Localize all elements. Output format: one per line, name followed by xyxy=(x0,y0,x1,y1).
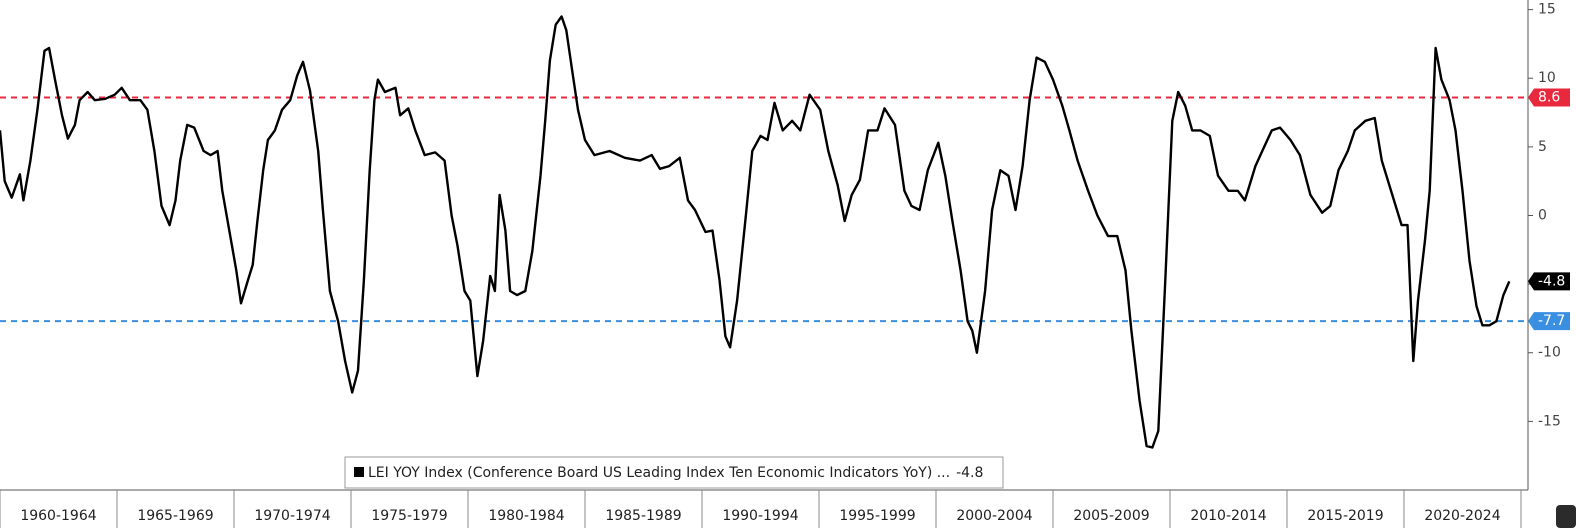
x-tick-label: 1990-1994 xyxy=(722,508,798,524)
last-value-label: -4.8 xyxy=(1538,273,1565,289)
y-tick-label: 10 xyxy=(1538,70,1556,86)
x-tick-label: 1970-1974 xyxy=(254,508,330,524)
legend-label: LEI YOY Index (Conference Board US Leadi… xyxy=(368,465,983,481)
y-tick-label: -15 xyxy=(1538,413,1561,429)
value-badge-label: 8.6 xyxy=(1538,89,1560,105)
legend-name: LEI YOY Index (Conference Board US Leadi… xyxy=(368,465,950,481)
x-tick-label: 1980-1984 xyxy=(488,508,564,524)
legend: LEI YOY Index (Conference Board US Leadi… xyxy=(344,456,1004,489)
legend-box xyxy=(344,456,1004,489)
y-tick-label: 15 xyxy=(1538,2,1556,18)
corner-icon xyxy=(1556,505,1576,528)
series-line xyxy=(0,15,1511,449)
x-tick-label: 2000-2004 xyxy=(956,508,1032,524)
x-tick-label: 2005-2009 xyxy=(1073,508,1149,524)
value-badge xyxy=(1528,88,1570,107)
x-tick-label: 1960-1964 xyxy=(20,508,96,524)
last-value-badge xyxy=(1528,272,1570,291)
y-tick-label: 5 xyxy=(1538,139,1547,155)
x-tick-label: 1965-1969 xyxy=(137,508,213,524)
x-tick-label: 1985-1989 xyxy=(605,508,681,524)
x-tick-label: 2015-2019 xyxy=(1307,508,1383,524)
value-badge-label: -7.7 xyxy=(1538,313,1565,329)
x-tick-label: 2010-2014 xyxy=(1190,508,1266,524)
value-badge xyxy=(1528,312,1570,331)
y-tick-label: -10 xyxy=(1538,345,1561,361)
x-tick-label: 1995-1999 xyxy=(839,508,915,524)
legend-swatch xyxy=(354,467,364,477)
x-tick-label: 2020-2024 xyxy=(1424,508,1500,524)
legend-last-value: -4.8 xyxy=(956,465,983,481)
x-tick-label: 1975-1979 xyxy=(371,508,447,524)
y-tick-label: 0 xyxy=(1538,207,1547,223)
